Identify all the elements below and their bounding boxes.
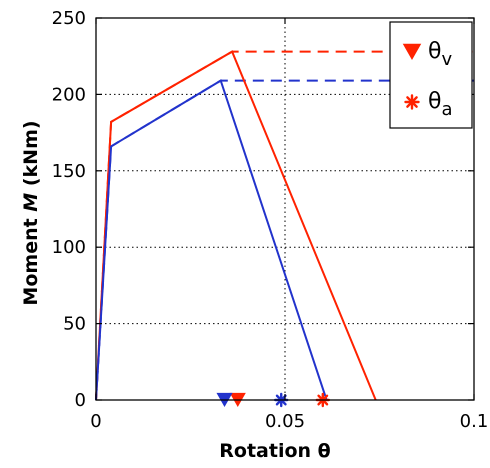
legend-triangle-icon	[402, 43, 422, 61]
legend-asterisk-icon	[404, 94, 420, 110]
y-tick-label: 50	[63, 314, 86, 335]
y-tick-label: 150	[52, 161, 86, 182]
x-tick-label: 0.05	[265, 411, 305, 432]
y-tick-label: 200	[52, 84, 86, 105]
legend-label: θa	[428, 89, 453, 120]
y-tick-label: 100	[52, 237, 86, 258]
x-tick-label: 0.1	[460, 411, 489, 432]
y-tick-label: 250	[52, 8, 86, 29]
x-axis-title: Rotation θ	[219, 440, 330, 462]
y-tick-label: 0	[75, 390, 86, 411]
x-tick-label: 0	[90, 411, 101, 432]
y-axis-title: Moment M (kNm)	[20, 120, 42, 305]
legend-label: θv	[428, 39, 452, 70]
legend-box	[389, 21, 473, 129]
series-blue-solid-line	[95, 79, 328, 401]
